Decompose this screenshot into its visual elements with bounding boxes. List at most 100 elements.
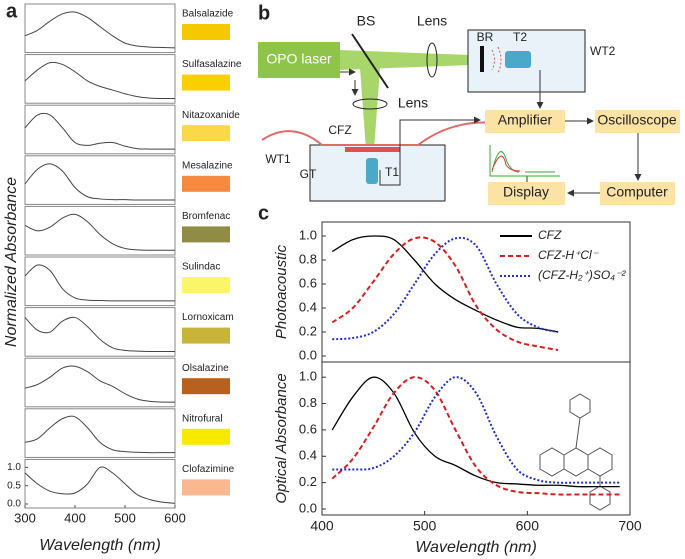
label: T1 xyxy=(385,165,399,179)
y-tick-label: 0.0 xyxy=(299,500,317,515)
subplot-frame xyxy=(24,256,176,307)
absorbance-line xyxy=(24,213,175,251)
panel-label: c xyxy=(258,202,269,224)
absorbance-line xyxy=(24,11,176,49)
y-axis-label: Photoacoustic xyxy=(273,244,290,339)
subplot-frame xyxy=(24,54,176,104)
signal-icon xyxy=(489,145,560,177)
plot-frame xyxy=(321,221,631,363)
subplot-frame xyxy=(24,205,176,256)
legend-label: (CFZ-H₂⁺)SO₄⁻² xyxy=(538,268,626,282)
label: WT1 xyxy=(265,152,291,166)
subplot-frame xyxy=(24,458,176,509)
laser-box xyxy=(258,42,340,78)
color-swatch xyxy=(182,428,230,445)
label: Oscilloscope xyxy=(597,112,677,128)
label: BS xyxy=(357,13,376,29)
subplot-frame xyxy=(24,104,176,155)
compound-name: Sulfasalazine xyxy=(182,59,242,70)
compound-name: Mesalazine xyxy=(182,160,233,171)
label: BR xyxy=(477,30,494,44)
y-tick-label: 1.0 xyxy=(299,227,317,242)
y-axis-label: Optical Absorbance xyxy=(273,373,290,503)
beam xyxy=(340,50,470,70)
label: Lens xyxy=(398,95,428,111)
absorbance-line xyxy=(24,415,175,454)
legend-label: CFZ xyxy=(538,228,562,242)
y-tick-label: 0.4 xyxy=(299,299,317,314)
subplot-frame xyxy=(24,357,176,408)
absorbance-line xyxy=(24,112,175,150)
x-tick-label: 600 xyxy=(164,510,186,525)
legend-label: CFZ-H⁺Cl⁻ xyxy=(538,248,600,262)
amplifier-box xyxy=(485,110,565,133)
compound-name: Nitazoxanide xyxy=(182,110,240,121)
color-swatch xyxy=(182,378,230,395)
label: CFZ xyxy=(328,123,351,137)
y-tick-label: 1.0 xyxy=(7,462,21,473)
panel-label: b xyxy=(258,2,270,24)
color-swatch xyxy=(182,125,230,142)
plot-frame xyxy=(321,361,631,516)
y-tick-label: 0.5 xyxy=(7,480,21,491)
subplot-frame xyxy=(24,408,176,458)
y-tick-label: 0.8 xyxy=(299,395,317,410)
spectrum-line xyxy=(332,376,620,484)
absorbance-line xyxy=(24,61,176,99)
label: Computer xyxy=(606,184,668,200)
lens xyxy=(352,98,388,110)
computer-box xyxy=(600,182,675,205)
x-axis-label: Wavelength (nm) xyxy=(39,537,161,554)
color-swatch xyxy=(182,175,230,192)
x-tick-label: 400 xyxy=(64,510,86,525)
wire xyxy=(379,116,481,186)
label: OPO laser xyxy=(266,51,332,67)
panel-label: a xyxy=(6,0,18,22)
signal-icon xyxy=(491,155,521,172)
y-tick-label: 1.0 xyxy=(299,369,317,384)
x-tick-label: 500 xyxy=(413,518,437,534)
oscilloscope-box xyxy=(595,110,680,133)
sample xyxy=(345,147,400,152)
label: WT2 xyxy=(590,44,616,58)
subplot-frame xyxy=(24,307,176,357)
compound-name: Lornoxicam xyxy=(182,312,234,323)
color-swatch xyxy=(182,479,230,496)
compound-name: Nitrofural xyxy=(182,413,223,424)
spectrum-line xyxy=(331,376,620,488)
color-swatch xyxy=(182,277,230,293)
label: Lens xyxy=(417,13,447,29)
display-box xyxy=(488,182,565,205)
label: T2 xyxy=(513,30,527,44)
compound-name: Sulindac xyxy=(182,262,220,273)
setup-diagram: OPO laser BS Lens Lens BR T2 WT2 CFZ GT … xyxy=(258,13,680,205)
y-tick-label: 0.6 xyxy=(299,421,317,436)
lens xyxy=(426,42,438,78)
compound-name: Bromfenac xyxy=(182,211,230,222)
label: GT xyxy=(300,167,317,181)
x-tick-label: 400 xyxy=(310,518,334,534)
color-swatch xyxy=(182,74,230,91)
label: Amplifier xyxy=(498,112,553,128)
transducer xyxy=(366,158,378,184)
subplot-frame xyxy=(24,155,176,205)
spectrum-line xyxy=(331,235,559,333)
absorbance-line xyxy=(24,163,175,201)
absorbance-line xyxy=(24,316,175,352)
x-tick-label: 700 xyxy=(618,518,642,534)
spectrum-line xyxy=(331,376,620,496)
spectrum-line xyxy=(331,236,559,351)
wave xyxy=(491,46,502,74)
x-tick-label: 300 xyxy=(14,510,36,525)
compound-name: Clofazimine xyxy=(182,464,235,475)
x-tick-label: 500 xyxy=(114,510,136,525)
x-tick-label: 600 xyxy=(516,518,540,534)
structure-icon xyxy=(539,393,613,511)
subplot-frame xyxy=(24,3,176,54)
gel-tube xyxy=(261,121,509,146)
absorbance-line xyxy=(24,365,176,403)
y-tick-label: 0.2 xyxy=(299,323,317,338)
spectrum-line xyxy=(332,236,559,341)
y-tick-label: 0.0 xyxy=(299,347,317,362)
